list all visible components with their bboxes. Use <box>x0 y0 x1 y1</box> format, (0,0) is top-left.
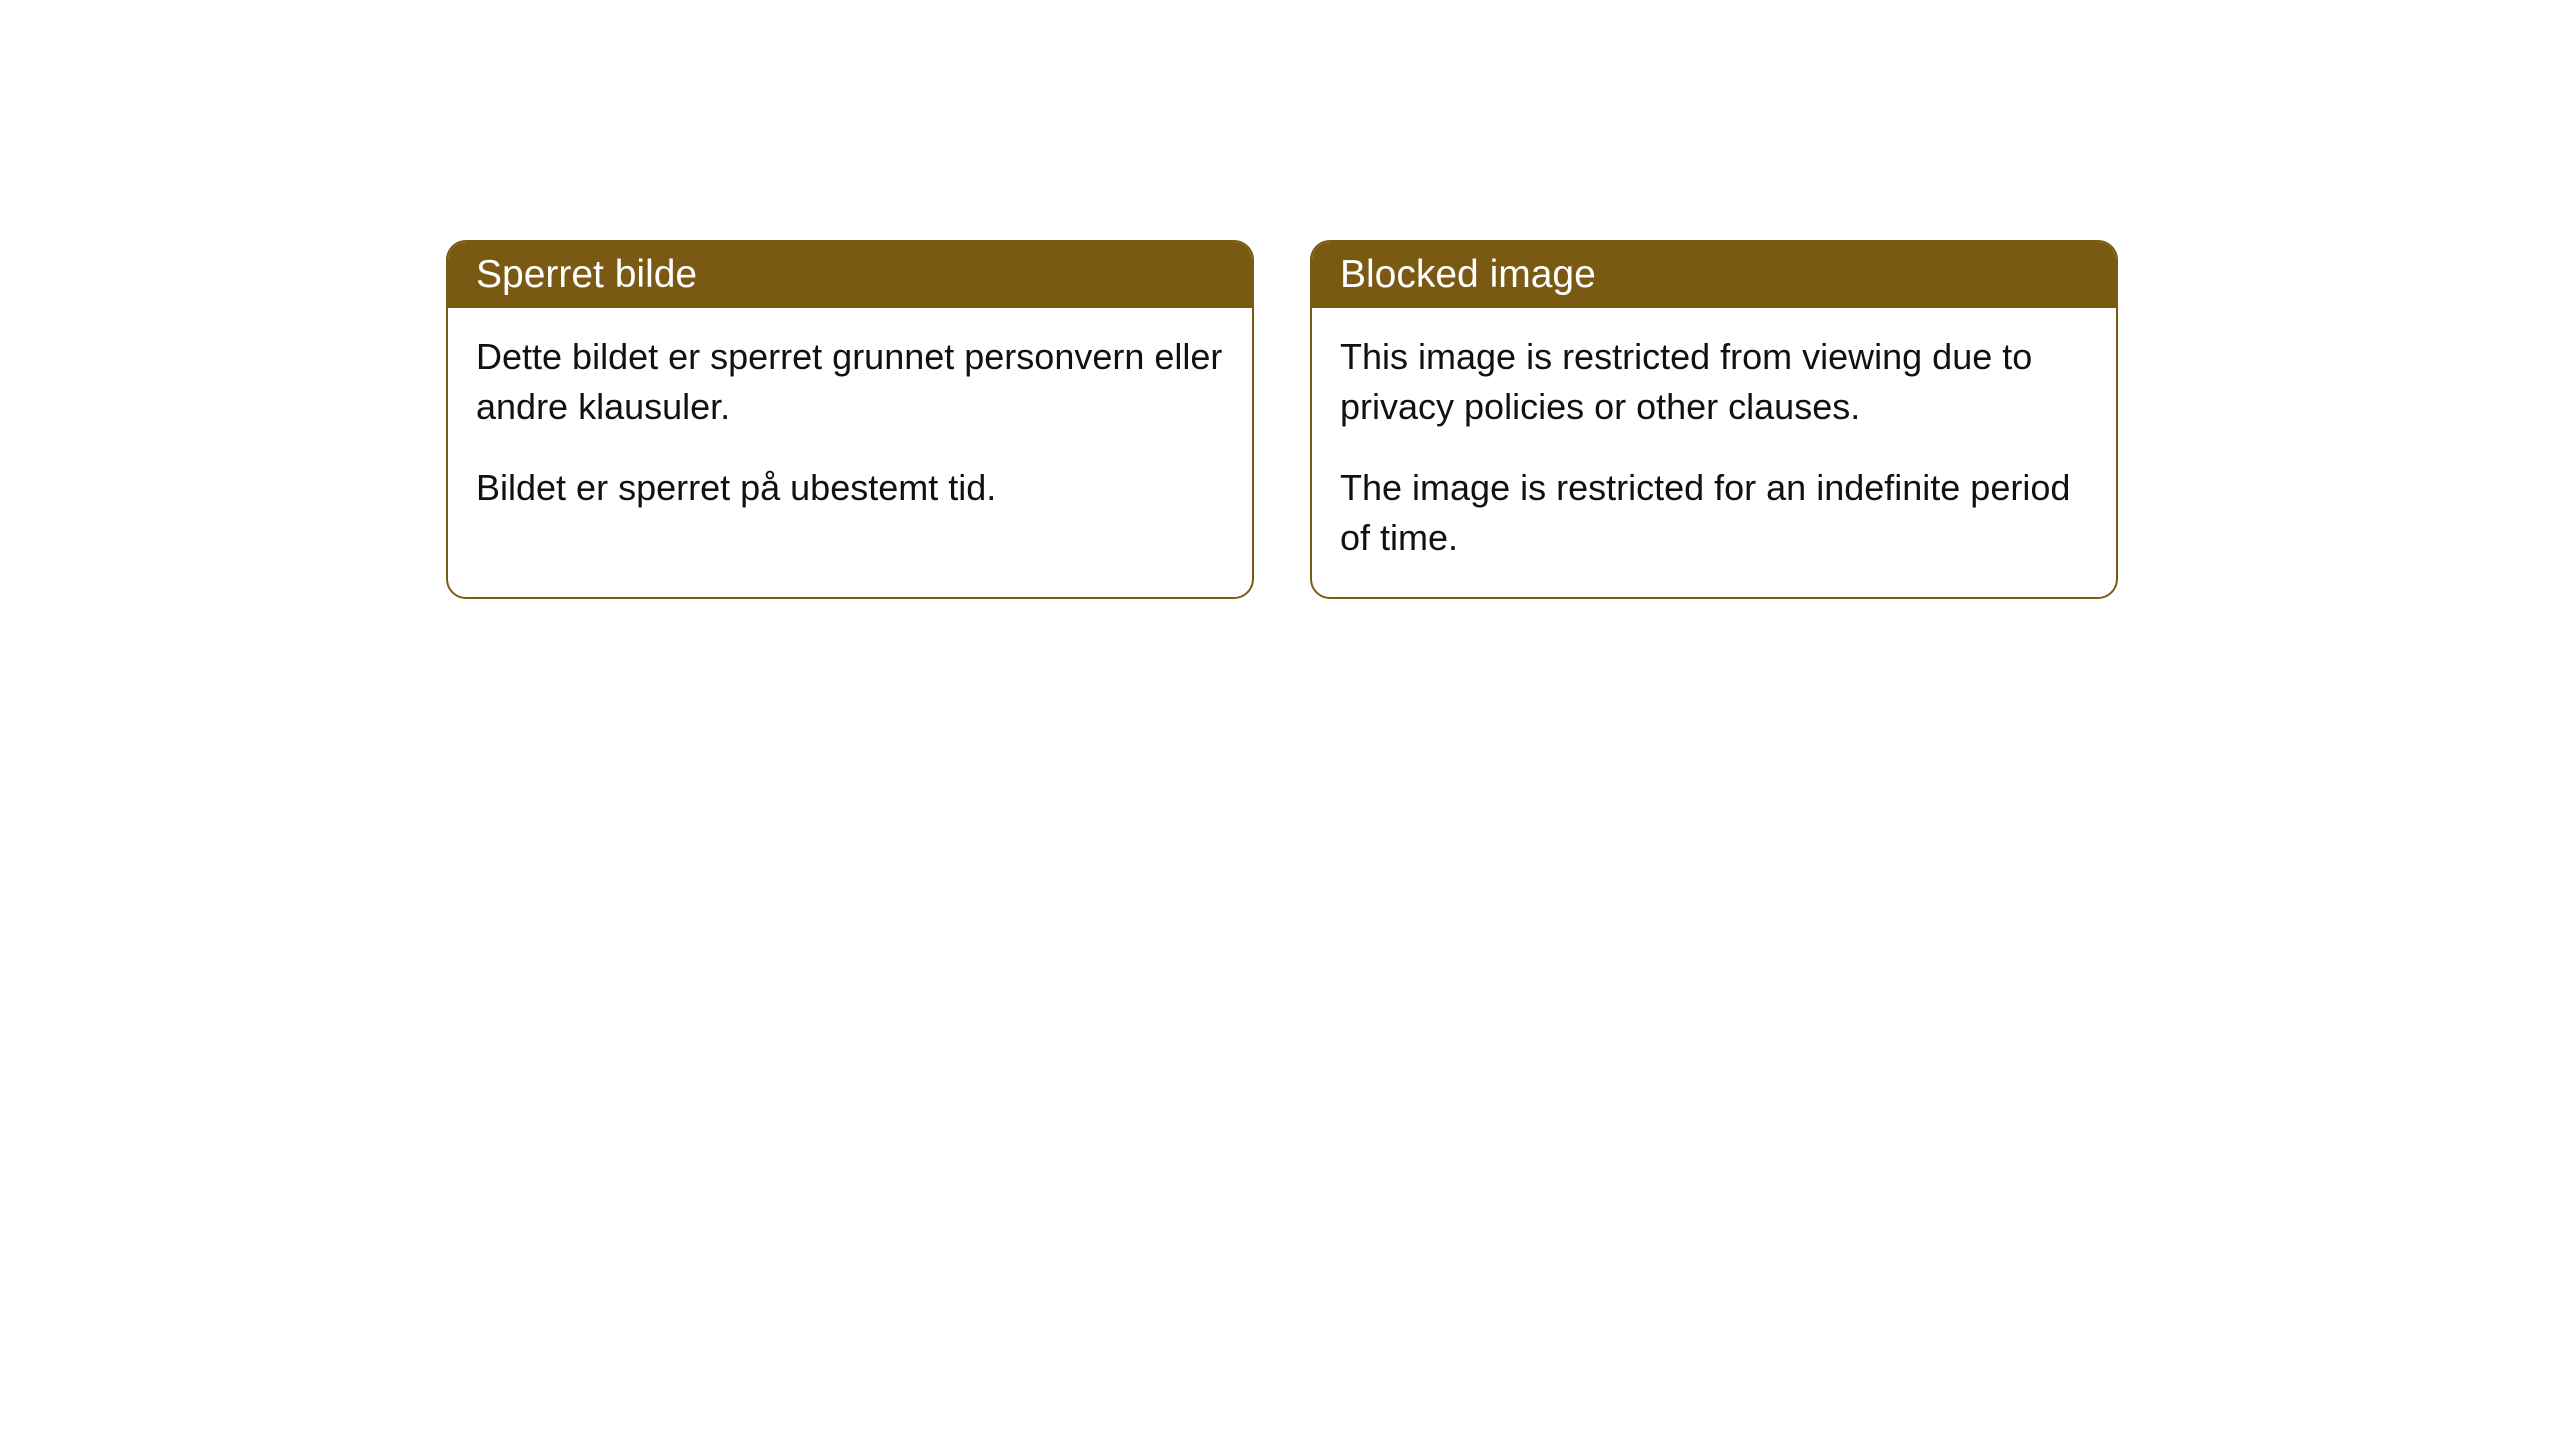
blocked-image-card-no: Sperret bilde Dette bildet er sperret gr… <box>446 240 1254 599</box>
card-para-2: Bildet er sperret på ubestemt tid. <box>476 463 1224 513</box>
card-para-1: Dette bildet er sperret grunnet personve… <box>476 332 1224 431</box>
card-header: Sperret bilde <box>448 242 1252 308</box>
card-header: Blocked image <box>1312 242 2116 308</box>
card-para-1: This image is restricted from viewing du… <box>1340 332 2088 431</box>
blocked-image-card-en: Blocked image This image is restricted f… <box>1310 240 2118 599</box>
cards-container: Sperret bilde Dette bildet er sperret gr… <box>0 0 2560 599</box>
card-para-2: The image is restricted for an indefinit… <box>1340 463 2088 562</box>
card-body: Dette bildet er sperret grunnet personve… <box>448 308 1252 547</box>
card-body: This image is restricted from viewing du… <box>1312 308 2116 597</box>
